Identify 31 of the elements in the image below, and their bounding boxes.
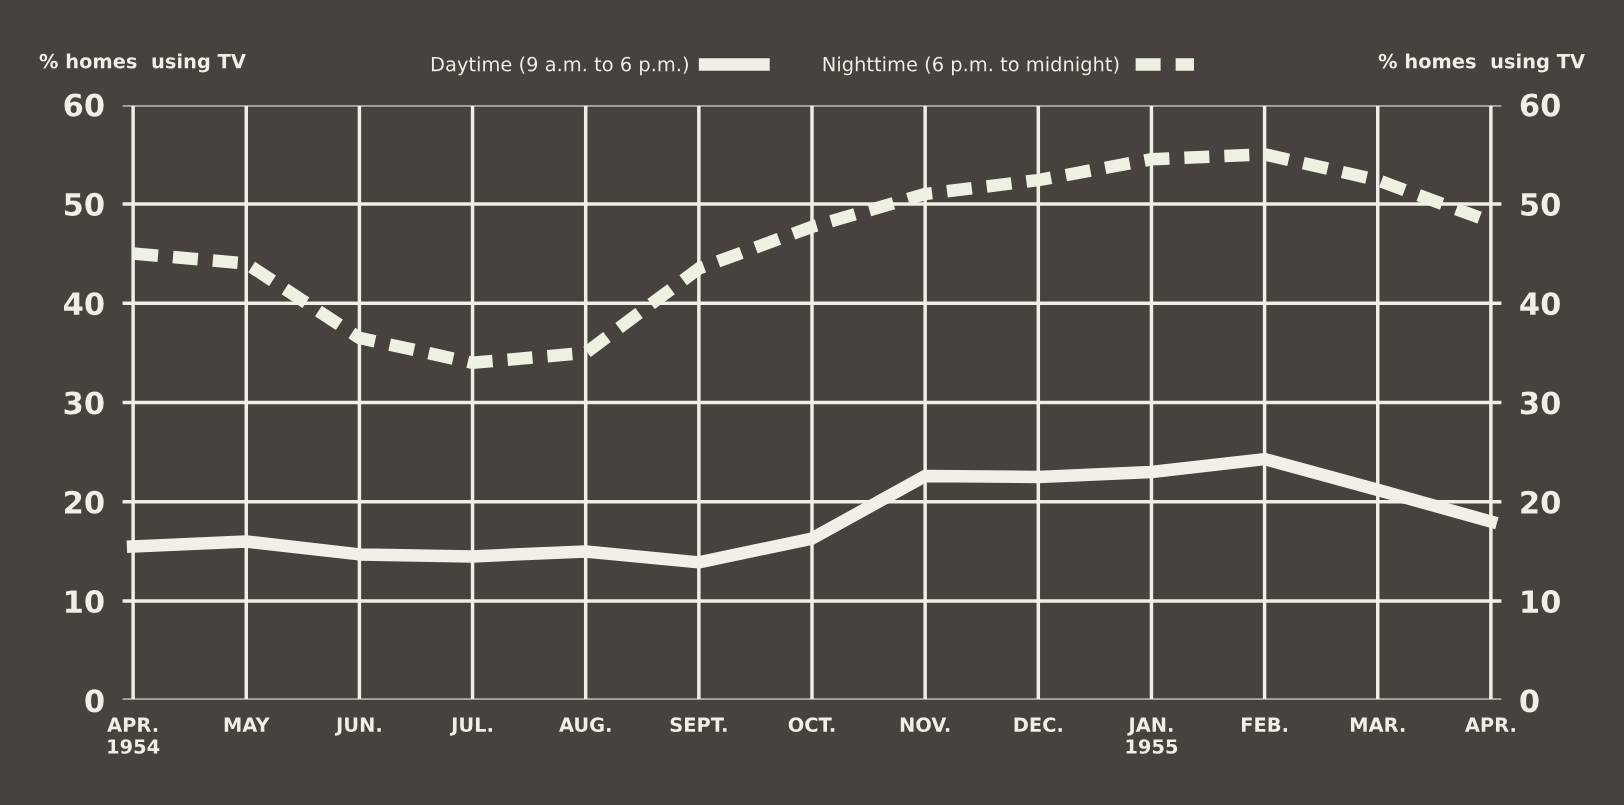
y-tick-label: 30: [64, 391, 104, 415]
y2-tick-label: 60: [1520, 93, 1560, 117]
x-tick-label: JUN.: [334, 717, 381, 736]
x-tick-label: OCT.: [788, 717, 835, 733]
x-tick-label: APR.: [1464, 717, 1515, 732]
y-tick-label: 50: [64, 192, 104, 216]
y2-tick-label: 40: [1520, 292, 1560, 316]
y-tick-label: 10: [66, 590, 104, 614]
y-tick-label: 0: [85, 689, 104, 713]
x-tick-label: FEB.: [1241, 717, 1287, 732]
x-tick-label: APR. 1954: [107, 717, 160, 754]
y2-tick-label: 50: [1521, 192, 1560, 216]
y-tick-label: 40: [63, 292, 104, 316]
x-tick-label: DEC.: [1014, 717, 1062, 733]
y-tick-label: 60: [64, 93, 104, 117]
legend-label: Daytime (9 a.m. to 6 p.m.): [431, 56, 688, 76]
y2-axis-title: % homes using TV: [1378, 53, 1585, 73]
x-tick-label: SEPT.: [670, 717, 727, 733]
y2-tick-label: 20: [1521, 490, 1560, 514]
y2-tick-label: 30: [1520, 391, 1560, 415]
y2-tick-label: 0: [1520, 689, 1539, 713]
legend-label: Nighttime (6 p.m. to midnight): [823, 56, 1119, 76]
x-tick-label: MAY: [224, 717, 270, 732]
x-tick-label: JAN. 1955: [1126, 717, 1178, 754]
y-axis-title: % homes using TV: [39, 53, 246, 73]
y-tick-label: 20: [65, 490, 104, 514]
x-tick-label: AUG.: [559, 717, 611, 733]
x-tick-label: JUL.: [450, 717, 492, 736]
x-tick-label: NOV.: [900, 717, 950, 733]
x-tick-label: MAR.: [1350, 717, 1405, 732]
y2-tick-label: 10: [1522, 590, 1560, 614]
